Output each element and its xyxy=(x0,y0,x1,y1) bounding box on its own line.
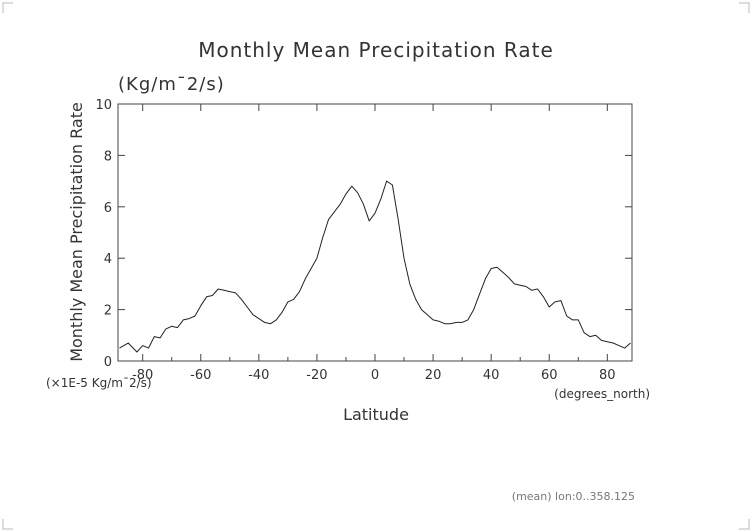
chart-subtitle: (Kg/m¯2/s) xyxy=(118,74,225,95)
y-axis-label: Monthly Mean Precipitation Rate xyxy=(67,102,86,362)
y-tick-label: 10 xyxy=(95,98,112,113)
x-tick-label: -40 xyxy=(248,368,269,383)
x-tick-label: 60 xyxy=(541,368,558,383)
x-axis-ticks: -80 -60 -40 -20 0 20 40 60 80 xyxy=(132,104,616,383)
footer-note: (mean) lon:0..358.125 xyxy=(512,490,635,503)
x-tick-label: 80 xyxy=(599,368,616,383)
chart-title: Monthly Mean Precipitation Rate xyxy=(198,38,554,62)
x-tick-label: 20 xyxy=(425,368,442,383)
x-tick-label: 40 xyxy=(483,368,500,383)
x-tick-label: -20 xyxy=(306,368,327,383)
y-axis-ticks: 0 2 4 6 8 10 xyxy=(95,98,632,370)
y-tick-label: 2 xyxy=(104,304,112,319)
series-layer xyxy=(119,180,631,353)
x-axis-unit: (degrees_north) xyxy=(554,387,650,401)
x-tick-label: 0 xyxy=(371,368,379,383)
y-tick-label: 0 xyxy=(104,355,112,370)
x-tick-label: -60 xyxy=(190,368,211,383)
y-axis-unit: (×1E-5 Kg/m¯2/s) xyxy=(46,376,152,390)
x-tick-label: -80 xyxy=(132,368,153,383)
y-tick-label: 8 xyxy=(104,149,112,164)
series-line xyxy=(119,180,631,353)
y-tick-label: 4 xyxy=(104,252,112,267)
y-tick-label: 6 xyxy=(104,201,112,216)
x-axis-label: Latitude xyxy=(343,405,409,424)
plot-frame xyxy=(117,103,633,362)
